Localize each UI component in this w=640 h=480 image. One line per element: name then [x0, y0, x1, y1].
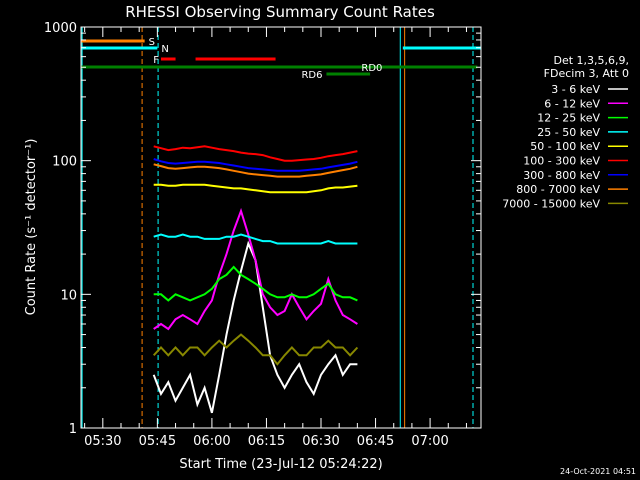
legend-label: 6 - 12 keV — [544, 97, 600, 110]
x-tick-label: 06:15 — [248, 434, 285, 449]
series-line-5 — [153, 145, 358, 162]
x-tick-label: 06:45 — [357, 434, 394, 449]
legend-label: 12 - 25 keV — [537, 112, 600, 125]
chart-title: RHESSI Observing Summary Count Rates — [125, 3, 435, 21]
legend: Det 1,3,5,6,9,FDecim 3, Att 0 3 - 6 keV6 … — [502, 54, 629, 210]
footer-date: 24-Oct-2021 04:51 — [560, 467, 636, 476]
series-line-3 — [153, 233, 358, 245]
y-tick-label: 1000 — [44, 21, 77, 36]
flag-label-rd0: RD0 — [361, 63, 382, 74]
x-tick-label: 07:00 — [411, 434, 448, 449]
legend-header-line: Det 1,3,5,6,9, — [553, 54, 629, 67]
y-axis-label: Count Rate (s⁻¹ detector⁻¹) — [24, 139, 39, 316]
flag-label-f: F — [153, 55, 159, 66]
x-tick-label: 06:00 — [193, 434, 230, 449]
flag-label-n: N — [161, 44, 168, 55]
legend-label: 100 - 300 keV — [523, 155, 600, 168]
legend-header-line: FDecim 3, Att 0 — [544, 67, 629, 80]
legend-label: 50 - 100 keV — [530, 140, 600, 153]
series-line-8 — [152, 333, 359, 366]
legend-label: 800 - 7000 keV — [516, 183, 600, 196]
series-line-7 — [153, 163, 358, 178]
series-line-6 — [153, 158, 358, 172]
series-line-1 — [153, 207, 358, 331]
x-tick-label: 06:30 — [302, 434, 339, 449]
flag-label-s: S — [149, 37, 155, 48]
plot-frame — [80, 26, 482, 429]
legend-label: 25 - 50 keV — [537, 126, 600, 139]
y-tick-label: 10 — [60, 288, 77, 303]
y-tick-label: 100 — [52, 155, 77, 170]
legend-label: 300 - 800 keV — [523, 169, 600, 182]
series-line-4 — [153, 183, 358, 194]
legend-label: 3 - 6 keV — [551, 83, 600, 96]
flag-label-rd6: RD6 — [301, 70, 322, 81]
x-tick-label: 05:30 — [84, 434, 121, 449]
series-line-2 — [153, 265, 358, 302]
y-tick-label: 1 — [69, 422, 77, 437]
x-axis-label: Start Time (23-Jul-12 05:24:22) — [179, 457, 382, 472]
x-tick-label: 05:45 — [139, 434, 176, 449]
legend-label: 7000 - 15000 keV — [502, 197, 600, 210]
axes: 1 10 100 1000 05:30 05:45 06:00 06:15 06:30 06:45… — [44, 21, 482, 449]
